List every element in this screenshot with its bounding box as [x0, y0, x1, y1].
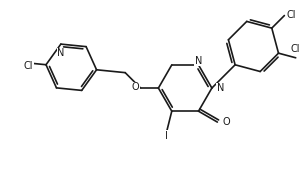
Text: O: O [132, 82, 140, 92]
Text: I: I [165, 131, 168, 141]
Text: N: N [57, 48, 64, 58]
Text: N: N [217, 83, 224, 93]
Text: Cl: Cl [291, 44, 300, 54]
Text: Cl: Cl [286, 10, 296, 20]
Text: Cl: Cl [23, 61, 33, 71]
Text: N: N [195, 56, 202, 66]
Text: O: O [222, 117, 230, 127]
